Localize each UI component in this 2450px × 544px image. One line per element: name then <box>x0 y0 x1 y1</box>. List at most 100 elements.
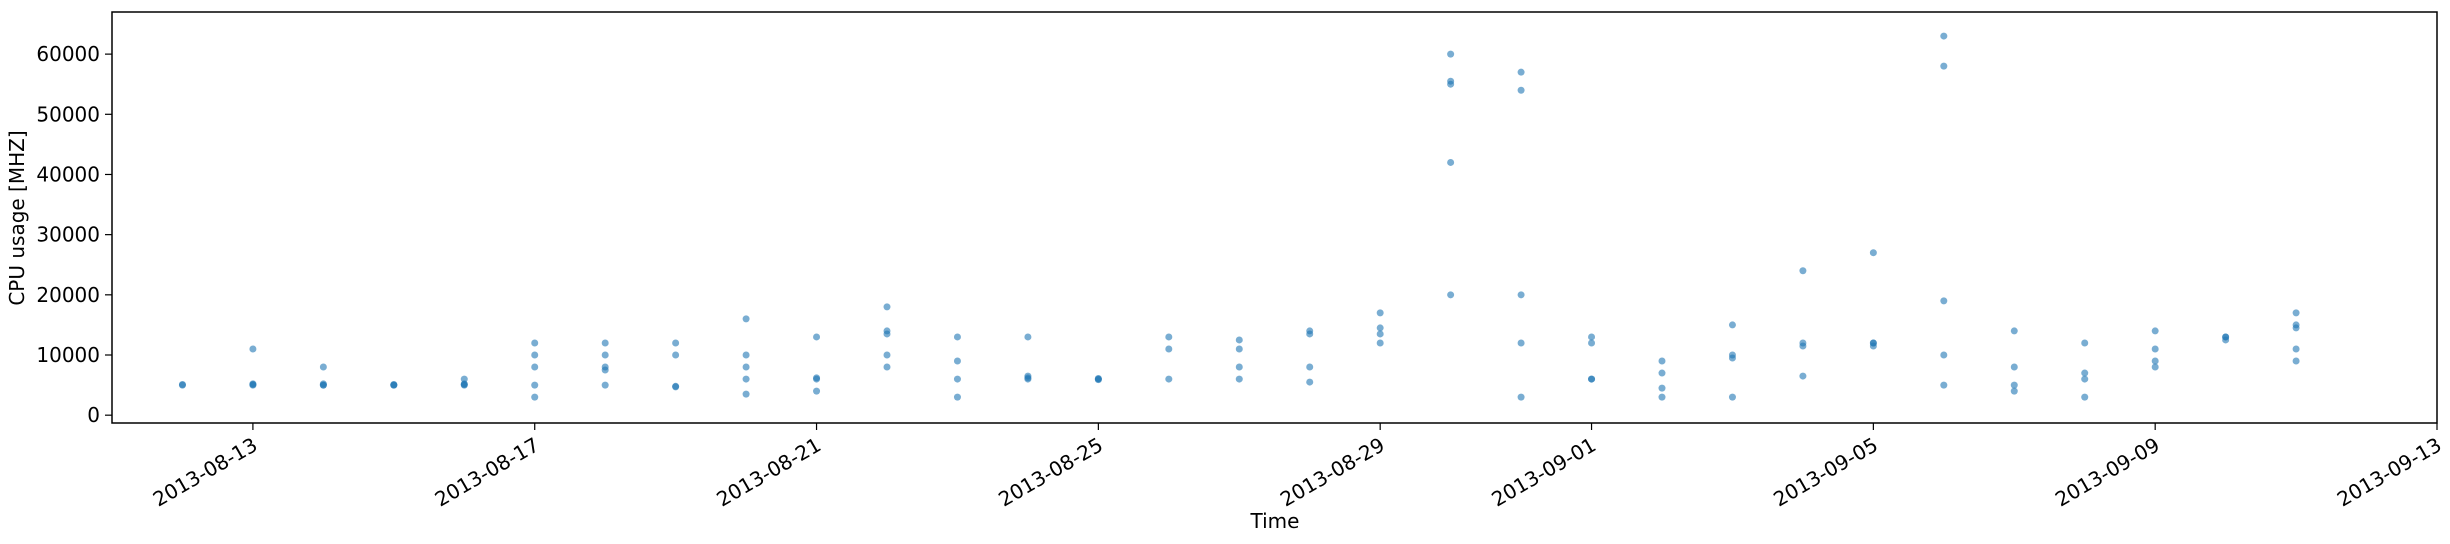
y-axis-label: CPU usage [MHZ] <box>5 130 29 305</box>
point <box>2292 309 2300 317</box>
x-tick-label: 2013-09-01 <box>1487 433 1600 512</box>
point <box>1588 333 1596 341</box>
point <box>742 315 750 323</box>
x-tick-label: 2013-08-13 <box>149 433 262 512</box>
x-tick-label: 2013-08-29 <box>1276 433 1389 512</box>
point <box>1799 342 1807 350</box>
x-tick-label: 2013-08-25 <box>994 433 1107 512</box>
point <box>883 327 891 335</box>
point <box>2081 339 2089 347</box>
x-axis-label: Time <box>1250 509 1300 533</box>
point <box>601 381 609 389</box>
point <box>1799 372 1807 380</box>
point <box>531 351 539 359</box>
point <box>813 387 821 395</box>
point <box>1376 324 1384 332</box>
point <box>1165 375 1173 383</box>
point <box>1447 158 1455 166</box>
point <box>460 380 468 388</box>
point <box>1447 50 1455 58</box>
point <box>460 375 468 383</box>
point <box>883 351 891 359</box>
point <box>2081 369 2089 377</box>
point <box>1517 291 1525 299</box>
point <box>672 339 680 347</box>
point <box>1517 86 1525 94</box>
point <box>1165 333 1173 341</box>
point <box>1940 297 1948 305</box>
point <box>742 390 750 398</box>
point <box>1235 363 1243 371</box>
point <box>2292 321 2300 329</box>
point <box>2010 387 2018 395</box>
point <box>1024 333 1032 341</box>
point <box>249 380 257 388</box>
point <box>2010 381 2018 389</box>
point <box>319 363 327 371</box>
point <box>178 380 186 388</box>
point <box>1940 381 1948 389</box>
point <box>1306 330 1314 338</box>
point <box>2010 327 2018 335</box>
point <box>2151 357 2159 365</box>
point <box>2222 333 2230 341</box>
point <box>742 375 750 383</box>
point <box>1658 384 1666 392</box>
point <box>1517 68 1525 76</box>
point <box>1235 375 1243 383</box>
point <box>531 339 539 347</box>
point <box>2292 357 2300 365</box>
point <box>1376 330 1384 338</box>
point <box>1658 369 1666 377</box>
point <box>1235 336 1243 344</box>
point <box>1588 339 1596 347</box>
point <box>1940 351 1948 359</box>
point <box>601 339 609 347</box>
point <box>531 381 539 389</box>
point <box>1658 357 1666 365</box>
y-tick-label: 60000 <box>36 42 100 66</box>
x-tick-label: 2013-09-13 <box>2333 433 2446 512</box>
point <box>531 363 539 371</box>
point <box>319 381 327 389</box>
point <box>953 333 961 341</box>
point <box>1728 393 1736 401</box>
point <box>2292 345 2300 353</box>
point <box>601 366 609 374</box>
y-tick-label: 20000 <box>36 283 100 307</box>
point <box>1376 309 1384 317</box>
point <box>1728 321 1736 329</box>
point <box>390 381 398 389</box>
point <box>1235 345 1243 353</box>
point <box>1940 62 1948 70</box>
point <box>2151 327 2159 335</box>
point <box>531 393 539 401</box>
point <box>1588 375 1596 383</box>
point <box>742 351 750 359</box>
point <box>2151 363 2159 371</box>
point <box>1094 374 1102 382</box>
point <box>1165 345 1173 353</box>
point <box>742 363 750 371</box>
point <box>672 382 680 390</box>
point <box>813 374 821 382</box>
point <box>883 363 891 371</box>
y-tick-label: 30000 <box>36 223 100 247</box>
point <box>1517 393 1525 401</box>
point <box>1447 291 1455 299</box>
x-tick-label: 2013-08-21 <box>712 433 825 512</box>
point <box>1447 77 1455 85</box>
point <box>2081 393 2089 401</box>
point <box>672 351 680 359</box>
point <box>2151 345 2159 353</box>
point <box>2081 375 2089 383</box>
y-tick-label: 50000 <box>36 102 100 126</box>
point <box>249 345 257 353</box>
point <box>1869 339 1877 347</box>
point <box>813 333 821 341</box>
point <box>1024 372 1032 380</box>
x-tick-label: 2013-09-05 <box>1769 433 1882 512</box>
plot-frame <box>111 11 2438 424</box>
x-tick-label: 2013-08-17 <box>431 433 544 512</box>
